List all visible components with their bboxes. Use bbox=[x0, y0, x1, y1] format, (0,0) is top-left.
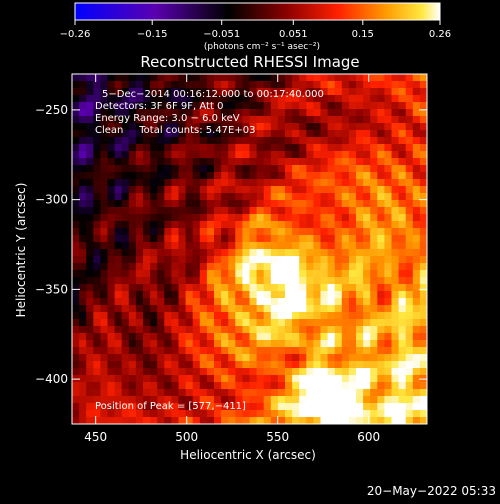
x-axis-label: Heliocentric X (arcsec) bbox=[180, 448, 316, 462]
x-tick-label: 500 bbox=[175, 430, 198, 444]
annotation-peak-position: Position of Peak = [577,−411] bbox=[95, 401, 246, 412]
x-tick-label: 600 bbox=[357, 430, 380, 444]
y-tick-label: −400 bbox=[35, 372, 68, 386]
annotation-time: 5−Dec−2014 00:16:12.000 to 00:17:40.000 bbox=[102, 89, 324, 100]
x-tick-label: 550 bbox=[266, 430, 289, 444]
chart-title: Reconstructed RHESSI Image bbox=[140, 53, 359, 71]
annotation-clean: Clean Total counts: 5.47E+03 bbox=[95, 125, 255, 136]
heatmap-image bbox=[72, 74, 427, 424]
y-axis-label: Heliocentric Y (arcsec) bbox=[14, 183, 28, 318]
annotation-detectors: Detectors: 3F 6F 9F, Att 0 bbox=[95, 101, 223, 112]
y-tick-label: −350 bbox=[35, 282, 68, 296]
y-axis-ticks: −250 −300 −350 −400 bbox=[35, 103, 427, 386]
colorbar-ticks: −0.26 −0.15 −0.051 0.051 0.15 0.26 bbox=[60, 20, 451, 40]
x-tick-label: 450 bbox=[84, 430, 107, 444]
colorbar-unit-label: (photons cm⁻² s⁻¹ asec⁻²) bbox=[204, 42, 320, 52]
colorbar-tick-label: −0.26 bbox=[60, 29, 91, 40]
footer-timestamp: 20−May−2022 05:33 bbox=[367, 484, 496, 498]
y-tick-label: −250 bbox=[35, 103, 68, 117]
x-axis-ticks: 450 500 550 600 bbox=[84, 74, 380, 444]
plot-frame bbox=[71, 73, 428, 425]
colorbar-tick-label: −0.051 bbox=[203, 29, 240, 40]
colorbar-tick-label: −0.15 bbox=[137, 29, 168, 40]
colorbar-tick-label: 0.15 bbox=[352, 29, 374, 40]
colorbar-tick-label: 0.051 bbox=[279, 29, 308, 40]
colorbar-tick-label: 0.26 bbox=[429, 29, 451, 40]
colorbar bbox=[74, 2, 441, 21]
annotation-energy: Energy Range: 3.0 − 6.0 keV bbox=[95, 113, 240, 124]
y-tick-label: −300 bbox=[35, 193, 68, 207]
